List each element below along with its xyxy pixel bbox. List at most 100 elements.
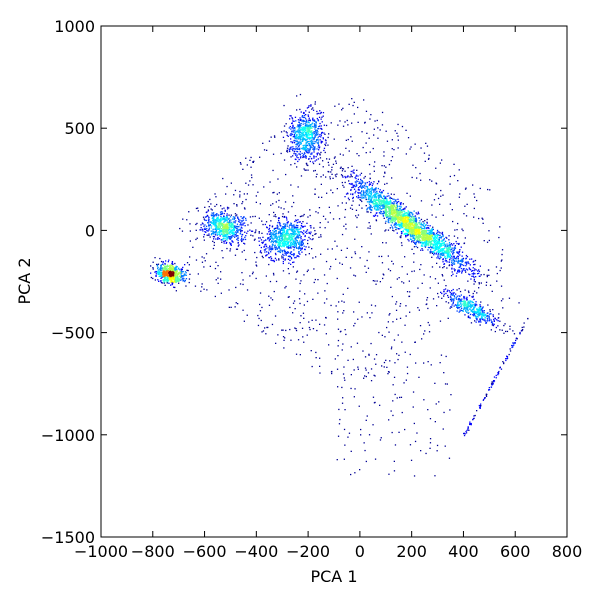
data-point bbox=[408, 222, 411, 224]
data-point bbox=[307, 150, 309, 152]
data-point bbox=[388, 202, 390, 204]
data-point bbox=[166, 282, 168, 284]
data-point bbox=[234, 225, 236, 227]
data-point bbox=[210, 225, 213, 227]
data-point bbox=[215, 215, 217, 217]
data-point bbox=[213, 220, 215, 222]
data-point bbox=[406, 218, 409, 220]
data-point bbox=[407, 215, 409, 217]
data-point bbox=[464, 269, 466, 272]
data-point bbox=[222, 226, 225, 228]
data-point bbox=[312, 234, 314, 237]
data-point bbox=[305, 114, 307, 116]
data-point bbox=[159, 280, 162, 282]
data-point bbox=[434, 245, 437, 247]
data-point bbox=[312, 138, 314, 140]
data-point bbox=[293, 139, 295, 142]
data-point bbox=[292, 229, 294, 231]
data-point bbox=[451, 264, 453, 266]
data-point bbox=[386, 204, 388, 206]
data-point bbox=[268, 227, 271, 229]
data-point bbox=[297, 241, 299, 244]
data-point bbox=[410, 222, 412, 225]
data-point bbox=[361, 193, 363, 196]
data-point bbox=[383, 212, 385, 214]
data-point bbox=[228, 236, 230, 238]
data-point bbox=[415, 229, 417, 232]
data-point bbox=[169, 271, 171, 273]
data-point bbox=[405, 223, 408, 225]
data-point bbox=[168, 272, 170, 274]
data-point bbox=[222, 229, 224, 231]
data-point bbox=[413, 231, 415, 233]
data-point bbox=[424, 240, 426, 242]
data-point bbox=[296, 271, 298, 273]
data-point bbox=[411, 239, 413, 241]
data-point bbox=[304, 231, 307, 233]
data-point bbox=[171, 272, 173, 274]
data-point bbox=[371, 201, 374, 203]
data-point bbox=[280, 239, 282, 241]
data-point bbox=[252, 235, 254, 237]
data-point bbox=[378, 191, 381, 193]
data-point bbox=[416, 213, 418, 215]
data-point bbox=[287, 135, 289, 137]
data-point bbox=[319, 157, 322, 159]
data-point bbox=[340, 166, 342, 168]
data-point bbox=[276, 227, 278, 229]
data-point bbox=[373, 203, 375, 205]
data-point bbox=[418, 242, 420, 244]
data-point bbox=[278, 250, 280, 252]
data-point bbox=[448, 248, 451, 250]
data-point bbox=[269, 235, 271, 238]
data-point bbox=[493, 323, 495, 325]
data-point bbox=[441, 292, 443, 295]
data-point bbox=[168, 269, 170, 271]
data-point bbox=[370, 205, 372, 208]
data-point bbox=[376, 205, 378, 207]
data-point bbox=[459, 309, 461, 311]
data-point bbox=[448, 245, 450, 247]
data-point bbox=[405, 214, 407, 216]
data-point bbox=[295, 137, 297, 139]
data-point bbox=[293, 133, 296, 136]
data-point bbox=[213, 215, 215, 217]
data-point bbox=[220, 215, 222, 218]
data-point bbox=[237, 235, 239, 237]
data-point bbox=[369, 192, 371, 195]
data-point bbox=[302, 126, 304, 128]
data-point bbox=[399, 205, 401, 208]
data-point bbox=[273, 233, 275, 236]
data-point bbox=[421, 236, 423, 238]
data-point bbox=[282, 233, 284, 235]
data-point bbox=[469, 268, 471, 270]
data-point bbox=[157, 271, 159, 273]
data-point bbox=[167, 274, 169, 276]
data-point bbox=[408, 221, 411, 223]
data-point bbox=[292, 136, 294, 138]
data-point bbox=[364, 191, 367, 193]
data-point bbox=[503, 324, 505, 327]
data-point bbox=[474, 268, 476, 270]
data-point bbox=[271, 240, 273, 242]
data-point bbox=[384, 208, 386, 210]
data-point bbox=[227, 231, 229, 233]
data-point bbox=[272, 238, 275, 240]
data-point bbox=[234, 222, 236, 224]
data-point bbox=[414, 231, 416, 233]
data-point bbox=[155, 273, 157, 275]
data-point bbox=[285, 234, 287, 236]
data-point bbox=[447, 249, 449, 252]
data-point bbox=[424, 238, 427, 240]
data-point bbox=[279, 251, 282, 254]
data-point bbox=[442, 254, 444, 257]
data-point bbox=[432, 243, 435, 245]
data-point bbox=[230, 230, 232, 232]
data-point bbox=[274, 248, 277, 251]
data-point bbox=[298, 148, 300, 150]
data-point bbox=[484, 313, 486, 315]
data-point bbox=[437, 234, 439, 237]
data-point bbox=[411, 248, 413, 250]
data-point bbox=[226, 216, 228, 218]
data-point bbox=[216, 219, 219, 222]
